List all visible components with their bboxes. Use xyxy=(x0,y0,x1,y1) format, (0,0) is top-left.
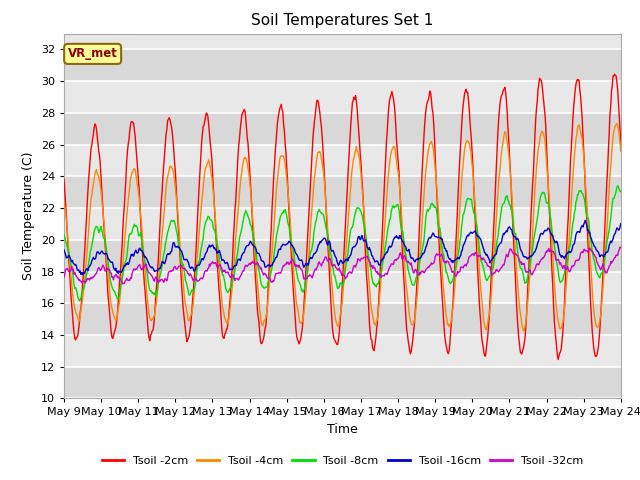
Tsoil -2cm xyxy=(443,346,451,351)
Bar xyxy=(64,144,621,176)
Tsoil -4cm xyxy=(613,120,621,126)
Tsoil -8cm xyxy=(76,298,83,304)
Title: Soil Temperatures Set 1: Soil Temperatures Set 1 xyxy=(252,13,433,28)
Line: Tsoil -32cm: Tsoil -32cm xyxy=(64,247,621,284)
Tsoil -4cm xyxy=(206,164,214,169)
Tsoil -2cm xyxy=(206,139,214,145)
Bar xyxy=(64,113,621,144)
Tsoil -32cm xyxy=(119,281,127,287)
Tsoil -32cm xyxy=(207,261,215,266)
Line: Tsoil -2cm: Tsoil -2cm xyxy=(64,74,621,360)
Tsoil -32cm xyxy=(183,268,191,274)
Tsoil -8cm xyxy=(566,240,574,246)
Tsoil -16cm xyxy=(389,240,397,245)
Tsoil -2cm xyxy=(566,157,574,163)
Tsoil -8cm xyxy=(389,203,397,209)
Tsoil -2cm xyxy=(334,341,342,347)
Bar xyxy=(64,49,621,81)
Tsoil -16cm xyxy=(207,243,215,249)
Tsoil -8cm xyxy=(444,273,451,278)
Bar xyxy=(64,303,621,335)
Tsoil -2cm xyxy=(182,334,190,339)
Text: VR_met: VR_met xyxy=(68,48,118,60)
X-axis label: Time: Time xyxy=(327,423,358,436)
Tsoil -16cm xyxy=(335,263,342,268)
Bar xyxy=(64,272,621,303)
Tsoil -16cm xyxy=(444,252,451,257)
Tsoil -32cm xyxy=(389,261,397,267)
Tsoil -4cm xyxy=(388,147,396,153)
Tsoil -4cm xyxy=(60,199,68,205)
Tsoil -32cm xyxy=(60,274,68,280)
Tsoil -16cm xyxy=(60,247,68,253)
Tsoil -4cm xyxy=(566,213,574,218)
Tsoil -8cm xyxy=(183,282,191,288)
Tsoil -4cm xyxy=(520,328,527,334)
Tsoil -2cm xyxy=(388,88,396,94)
Tsoil -8cm xyxy=(60,232,68,238)
Y-axis label: Soil Temperature (C): Soil Temperature (C) xyxy=(22,152,35,280)
Tsoil -8cm xyxy=(614,183,621,189)
Tsoil -32cm xyxy=(566,267,574,273)
Tsoil -32cm xyxy=(616,244,624,250)
Tsoil -8cm xyxy=(207,217,215,223)
Bar xyxy=(64,335,621,367)
Bar xyxy=(64,81,621,113)
Tsoil -8cm xyxy=(335,284,342,290)
Line: Tsoil -8cm: Tsoil -8cm xyxy=(64,186,621,301)
Tsoil -16cm xyxy=(581,217,589,223)
Tsoil -16cm xyxy=(79,272,86,277)
Tsoil -16cm xyxy=(617,221,625,227)
Tsoil -2cm xyxy=(617,141,625,146)
Bar xyxy=(64,208,621,240)
Line: Tsoil -4cm: Tsoil -4cm xyxy=(64,123,621,331)
Tsoil -32cm xyxy=(444,259,451,264)
Tsoil -32cm xyxy=(335,267,342,273)
Tsoil -4cm xyxy=(182,304,190,310)
Tsoil -2cm xyxy=(60,176,68,182)
Tsoil -4cm xyxy=(443,316,451,322)
Bar xyxy=(64,176,621,208)
Tsoil -32cm xyxy=(617,245,625,251)
Tsoil -4cm xyxy=(334,323,342,328)
Tsoil -16cm xyxy=(566,250,574,255)
Legend: Tsoil -2cm, Tsoil -4cm, Tsoil -8cm, Tsoil -16cm, Tsoil -32cm: Tsoil -2cm, Tsoil -4cm, Tsoil -8cm, Tsoi… xyxy=(97,451,588,470)
Bar xyxy=(64,367,621,398)
Tsoil -16cm xyxy=(183,256,191,262)
Bar xyxy=(64,240,621,272)
Tsoil -8cm xyxy=(617,189,625,194)
Tsoil -2cm xyxy=(611,72,618,77)
Tsoil -4cm xyxy=(617,148,625,154)
Line: Tsoil -16cm: Tsoil -16cm xyxy=(64,220,621,275)
Tsoil -2cm xyxy=(554,357,562,362)
